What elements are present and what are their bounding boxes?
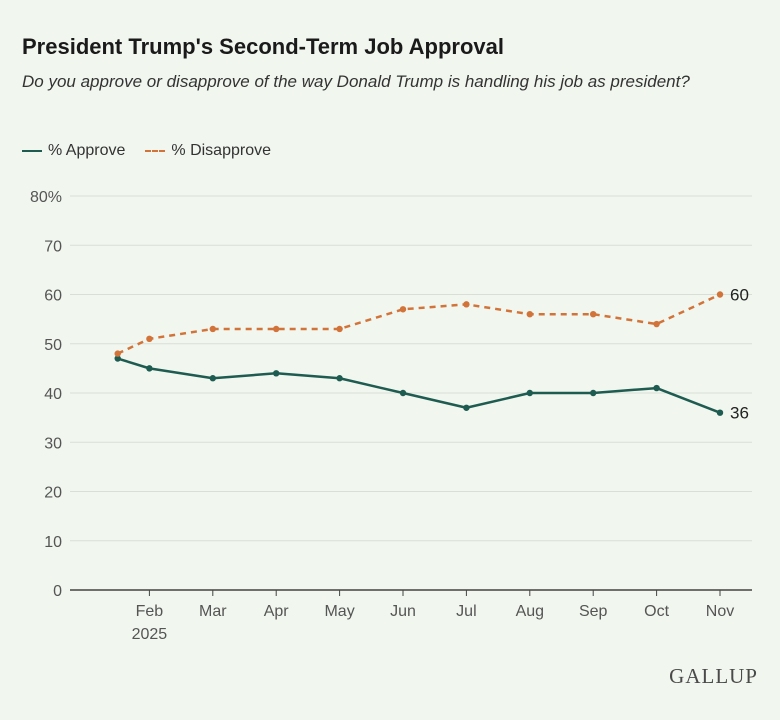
y-tick-label: 20 bbox=[44, 485, 62, 502]
approve-point bbox=[716, 409, 724, 416]
disapprove-point bbox=[336, 325, 343, 333]
approve-point bbox=[399, 389, 407, 397]
approve-point bbox=[526, 389, 533, 397]
legend-item-approve: % Approve bbox=[22, 142, 125, 160]
x-tick-label: Mar bbox=[199, 603, 227, 620]
x-tick-label: Oct bbox=[644, 603, 669, 620]
approve-point bbox=[114, 355, 121, 362]
approve-point bbox=[590, 389, 597, 397]
legend-item-disapprove: % Disapprove bbox=[145, 142, 271, 160]
y-tick-label: 0 bbox=[53, 583, 62, 600]
approve-point bbox=[463, 404, 470, 411]
x-tick-label: Sep bbox=[579, 603, 608, 620]
y-tick-label: 30 bbox=[44, 435, 62, 452]
x-tick-label: May bbox=[324, 603, 354, 620]
disapprove-point bbox=[114, 350, 121, 357]
gallup-logo: GALLUP bbox=[669, 664, 758, 688]
disapprove-point bbox=[463, 301, 470, 308]
y-tick-label: 10 bbox=[44, 534, 62, 551]
disapprove-line bbox=[117, 293, 721, 355]
disapprove-point bbox=[209, 325, 216, 333]
x-year-label: 2025 bbox=[132, 626, 168, 643]
legend-label-disapprove: % Disapprove bbox=[171, 142, 271, 159]
disapprove-point bbox=[273, 325, 280, 333]
approve-point bbox=[146, 365, 153, 372]
approve-point bbox=[273, 370, 280, 377]
disapprove-point bbox=[146, 335, 153, 343]
legend-swatch-approve bbox=[22, 150, 42, 152]
x-tick-label: Aug bbox=[516, 603, 544, 620]
y-tick-label: 80% bbox=[30, 189, 62, 206]
x-tick-label: Nov bbox=[706, 603, 734, 620]
x-tick-label: Jul bbox=[456, 603, 476, 620]
chart-legend: % Approve % Disapprove bbox=[22, 142, 291, 160]
y-tick-label: 40 bbox=[44, 386, 62, 403]
approve-end-label: 36 bbox=[730, 404, 749, 423]
x-tick-label: Jun bbox=[390, 603, 416, 620]
x-tick-label: Apr bbox=[264, 603, 290, 620]
disapprove-end-label: 60 bbox=[730, 286, 749, 305]
chart-subtitle: Do you approve or disapprove of the way … bbox=[22, 72, 690, 91]
legend-swatch-disapprove bbox=[145, 150, 166, 152]
chart-title: President Trump's Second-Term Job Approv… bbox=[22, 34, 504, 59]
y-tick-label: 50 bbox=[44, 337, 62, 354]
approve-point bbox=[653, 384, 660, 392]
disapprove-point bbox=[590, 311, 597, 318]
y-tick-label: 70 bbox=[44, 238, 62, 255]
disapprove-point bbox=[526, 311, 533, 318]
approve-point bbox=[209, 375, 216, 382]
y-tick-label: 60 bbox=[44, 288, 62, 305]
disapprove-point bbox=[716, 291, 724, 298]
x-tick-label: Feb bbox=[136, 603, 164, 620]
disapprove-point bbox=[399, 306, 407, 313]
approve-point bbox=[336, 375, 343, 382]
disapprove-point bbox=[653, 320, 660, 328]
legend-label-approve: % Approve bbox=[48, 142, 126, 159]
approve-line bbox=[117, 357, 721, 414]
